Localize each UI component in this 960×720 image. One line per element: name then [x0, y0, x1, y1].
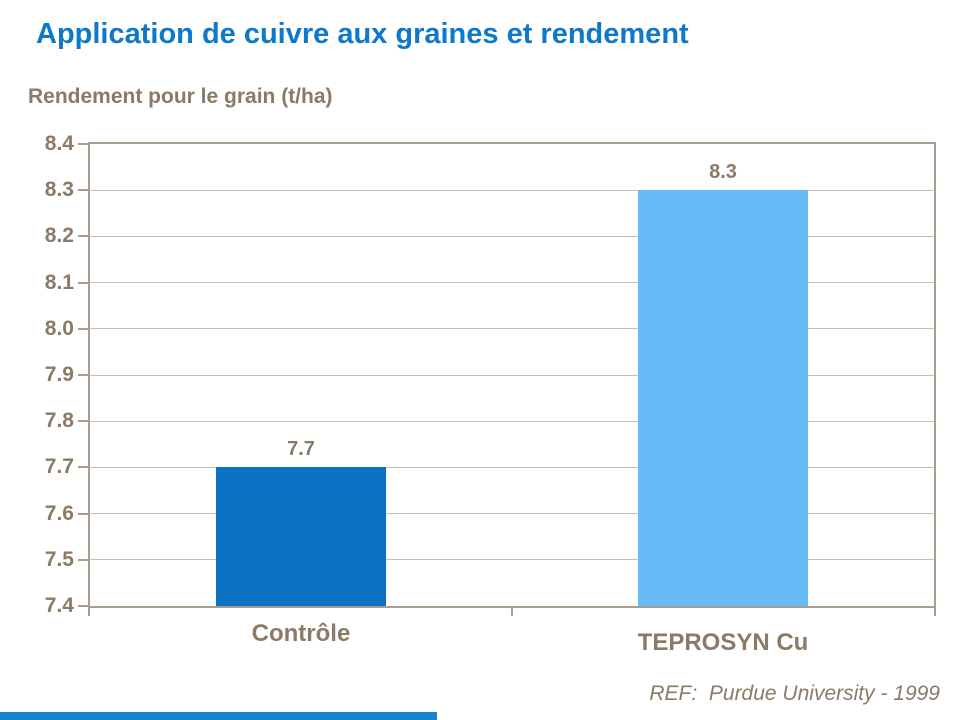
- gridline: [90, 466, 934, 468]
- y-tick-mark: [78, 235, 88, 238]
- y-tick-mark: [78, 420, 88, 423]
- reference-text: REF: Purdue University - 1999: [649, 682, 940, 705]
- y-tick-label: 7.7: [44, 455, 74, 479]
- gridline: [90, 374, 934, 376]
- x-tick-mark: [511, 606, 513, 616]
- y-tick-label: 8.0: [44, 316, 74, 340]
- y-tick-mark: [78, 281, 88, 284]
- gridline: [90, 420, 934, 422]
- y-tick-mark: [78, 466, 88, 469]
- gridline: [90, 559, 934, 561]
- y-tick-mark: [78, 327, 88, 330]
- y-tick-label: 8.2: [44, 224, 74, 248]
- y-tick-label: 7.8: [44, 409, 74, 433]
- y-axis-title: Rendement pour le grain (t/ha): [28, 85, 333, 108]
- bar-value-label: 7.7: [287, 438, 315, 460]
- y-tick-label: 7.4: [44, 594, 74, 617]
- y-tick-label: 8.4: [44, 132, 74, 155]
- plot-area: 7.7 8.3: [88, 142, 936, 608]
- x-tick-mark: [934, 606, 936, 616]
- gridline: [90, 328, 934, 330]
- y-tick-mark: [78, 143, 88, 145]
- bar-value-label: 8.3: [709, 161, 737, 183]
- gridline: [90, 235, 934, 237]
- y-tick-mark: [78, 512, 88, 515]
- page-title: Application de cuivre aux graines et ren…: [36, 18, 689, 50]
- y-tick-mark: [78, 189, 88, 192]
- y-tick-label: 7.6: [44, 501, 74, 525]
- y-tick-label: 7.9: [44, 363, 74, 386]
- x-tick-mark: [88, 606, 90, 616]
- y-tick-label: 8.1: [44, 270, 74, 294]
- y-tick-mark: [78, 374, 88, 376]
- gridline: [90, 513, 934, 515]
- bar-teprosyn-cu: [638, 190, 808, 606]
- footer-accent-strip: [0, 712, 437, 720]
- bar-contr-le: [216, 467, 386, 606]
- y-tick-mark: [78, 605, 88, 607]
- y-tick-label: 7.5: [44, 547, 74, 571]
- x-category-label: Contrôle: [251, 620, 351, 647]
- y-tick-label: 8.3: [44, 178, 74, 202]
- gridline: [90, 189, 934, 191]
- gridline: [90, 282, 934, 284]
- x-category-label: TEPROSYN Cu: [637, 629, 809, 656]
- y-tick-mark: [78, 558, 88, 561]
